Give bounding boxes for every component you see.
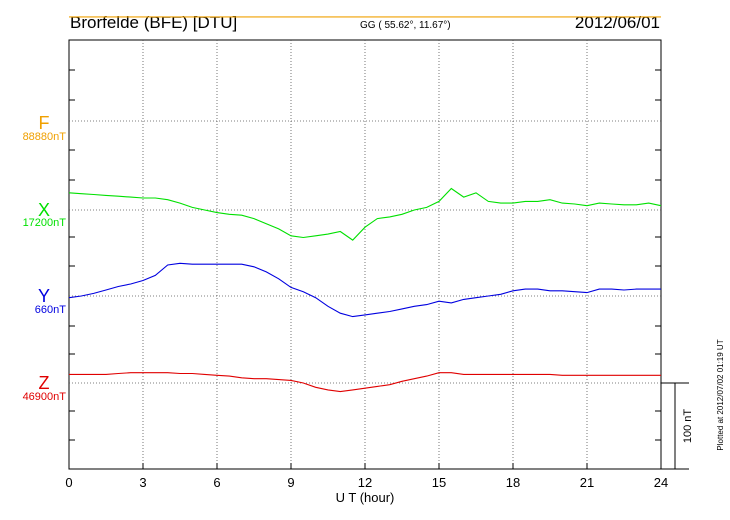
baselines [69, 39, 661, 470]
component-x-baseline: 17200nT [23, 217, 67, 229]
scale-bar-label: 100 nT [682, 409, 694, 444]
geo-coordinates: GG ( 55.62°, 11.67°) [360, 20, 451, 31]
scale-bar: 100 nT [661, 382, 694, 470]
x-tick-label: 0 [65, 475, 72, 490]
date-label: 2012/06/01 [575, 13, 660, 32]
x-tick-label: 12 [358, 475, 372, 490]
component-y-label: Y [38, 286, 50, 306]
x-tick-label: 9 [287, 475, 294, 490]
series-z-line [69, 372, 661, 393]
x-tick-label: 21 [580, 475, 594, 490]
series-x-line [68, 187, 662, 241]
component-x-label: X [38, 200, 50, 220]
x-ticks: 0 3 6 9 12 15 18 21 24 [65, 463, 668, 490]
grid [142, 40, 588, 469]
plot-timestamp: Plotted at 2012/07/02 01:19 UT [716, 339, 725, 450]
component-f-label: F [39, 113, 50, 133]
x-tick-label: 24 [654, 475, 668, 490]
component-y-baseline: 660nT [35, 304, 66, 316]
x-tick-label: 18 [506, 475, 520, 490]
series-lines [68, 16, 662, 393]
x-tick-label: 6 [213, 475, 220, 490]
series-y-line [68, 262, 661, 318]
x-tick-label: 3 [139, 475, 146, 490]
station-title: Brorfelde (BFE) [DTU] [70, 13, 237, 32]
component-z-label: Z [39, 373, 50, 393]
component-f-baseline: 88880nT [23, 131, 67, 143]
component-z-baseline: 46900nT [23, 391, 67, 403]
x-tick-label: 15 [432, 475, 446, 490]
plot-frame [68, 39, 662, 470]
x-axis-label: U T (hour) [336, 490, 395, 505]
